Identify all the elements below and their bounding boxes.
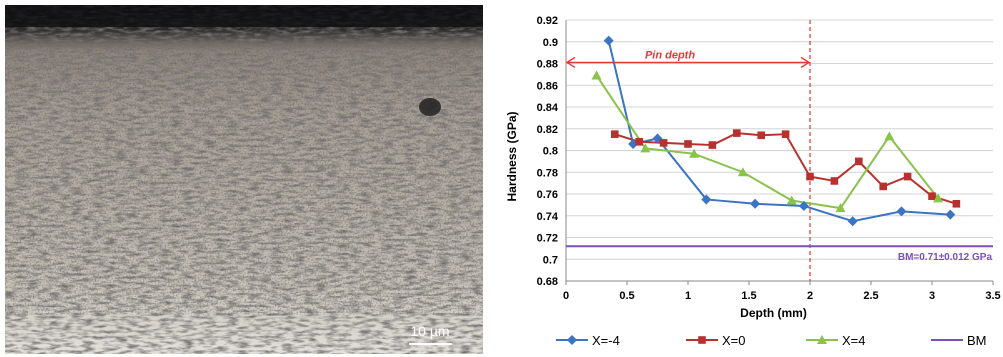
x-tick-label: 2.5 (863, 290, 878, 302)
pin-depth-label: Pin depth (645, 49, 695, 61)
series-x-4-point (750, 198, 761, 209)
series-x-4-point (701, 194, 712, 205)
y-tick-label: 0.76 (537, 189, 558, 201)
micrograph-dark-edge (5, 5, 483, 27)
x-tick-label: 3 (929, 290, 935, 302)
y-tick-label: 0.7 (543, 254, 558, 266)
label-layer: 0.68 0.7 0.72 0.74 0.76 0.78 0.8 0.82 0.84 0.86 0.… (505, 15, 1001, 320)
series-x-0-point (708, 141, 717, 149)
x-tick-label: 0 (563, 290, 569, 302)
series-x-0-point (684, 140, 692, 148)
series-x-0-point (635, 138, 643, 146)
legend: X=-4 X=0 X=4 BM (556, 333, 987, 348)
series-layer (566, 35, 993, 248)
series-x-0-point (757, 131, 765, 140)
y-tick-label: 0.88 (537, 59, 558, 71)
legend-x-4-label: X=-4 (592, 333, 620, 348)
micrograph-dark-spot (419, 98, 441, 116)
x-tick-label: 3.5 (985, 290, 1000, 302)
pin-depth-arrowhead-left (565, 56, 576, 69)
y-tick-label: 0.78 (537, 167, 558, 179)
series-x-4-point (689, 148, 700, 158)
series-x-4-point (591, 70, 602, 80)
y-axis-title: Hardness (GPa) (505, 111, 519, 201)
series-x-0-point (928, 192, 936, 200)
legend-bm-label: BM (967, 333, 987, 348)
series-x-4-point (896, 206, 907, 217)
series-x-4-point (737, 167, 748, 177)
micrograph-image: 10 µm (5, 5, 483, 354)
x-tick-label: 2 (807, 290, 813, 302)
legend-x-4-point (817, 335, 827, 344)
bm-label: BM=0.71±0.012 GPa (898, 252, 993, 263)
series-x-0-point (903, 172, 912, 181)
pin-depth-arrowhead-right (800, 56, 811, 69)
legend-x-0-point (698, 336, 706, 344)
series-x-4-point (835, 203, 846, 213)
series-x-4-point (847, 216, 858, 227)
annotation-layer: Pin depth BM=0.71±0.012 GPa (565, 20, 993, 281)
x-tick-label: 1 (685, 290, 691, 302)
legend-x-0-label: X=0 (722, 333, 746, 348)
series-x-4-line (595, 74, 939, 210)
series-x-0-point (659, 139, 668, 147)
series-x-0-point (781, 130, 790, 138)
x-tick-label: 0.5 (619, 290, 634, 302)
legend-x-4-label: X=4 (842, 333, 866, 348)
y-tick-label: 0.92 (537, 15, 558, 27)
y-tick-label: 0.8 (543, 146, 558, 158)
y-tick-label: 0.74 (537, 211, 559, 223)
series-x-0-point (611, 130, 619, 138)
grid-layer (566, 19, 993, 282)
series-x-4-point (603, 35, 614, 46)
micrograph-svg: 10 µm (5, 5, 483, 354)
y-tick-label: 0.84 (537, 102, 559, 114)
series-x-0-point (830, 177, 839, 185)
legend-x-4-point (567, 335, 577, 345)
series-x-4-point (640, 143, 651, 153)
series-x-0-point (806, 172, 814, 181)
series-x-0-point (855, 157, 863, 166)
axis-layer (565, 20, 994, 285)
series-x-4-point (933, 193, 944, 203)
y-tick-label: 0.9 (543, 37, 558, 49)
series-x-4-point (786, 195, 797, 205)
y-tick-label: 0.68 (537, 276, 558, 288)
y-tick-label: 0.72 (537, 233, 558, 245)
y-tick-label: 0.82 (537, 124, 558, 136)
y-tick-label: 0.86 (537, 80, 558, 92)
series-x-4-point (884, 131, 895, 141)
series-x-0-point (879, 182, 887, 191)
x-axis-title: Depth (mm) (740, 306, 807, 320)
series-x-4-point (945, 209, 956, 220)
micrograph-particles (5, 45, 483, 315)
series-x-0-point (733, 129, 741, 137)
series-x-4-point (798, 200, 809, 211)
hardness-chart: Pin depth BM=0.71±0.012 GPa 0.68 0.7 0.72 0.… (490, 0, 1003, 357)
x-tick-label: 1.5 (741, 290, 756, 302)
scale-bar-label: 10 µm (410, 323, 449, 339)
series-x-0-point (952, 199, 961, 208)
